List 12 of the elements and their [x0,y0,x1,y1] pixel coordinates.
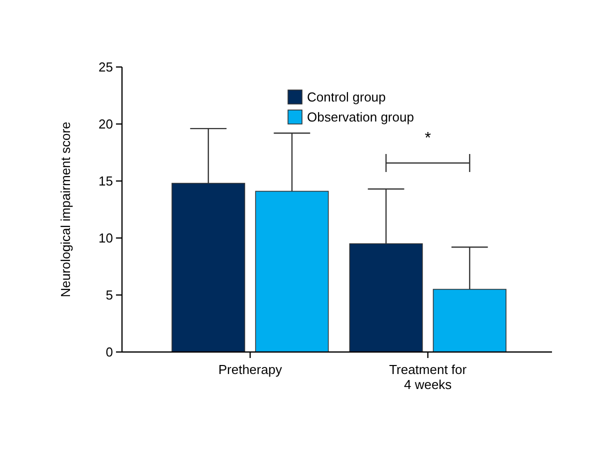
y-tick-label: 5 [106,288,113,303]
y-tick-label: 10 [98,230,113,246]
x-tick-label: Treatment for 4 weeks [389,362,468,392]
y-tick-label: 25 [98,60,113,75]
x-tick-label: Pretherapy [218,362,282,377]
y-tick-label: 20 [98,116,113,132]
legend-label: Control group [307,90,386,105]
y-tick-label: 15 [98,174,113,189]
legend-label: Observation group [307,110,414,125]
y-axis-title: Neurological impairment score [58,122,73,298]
y-tick-label: 0 [106,344,113,360]
annotation: * [424,130,431,147]
